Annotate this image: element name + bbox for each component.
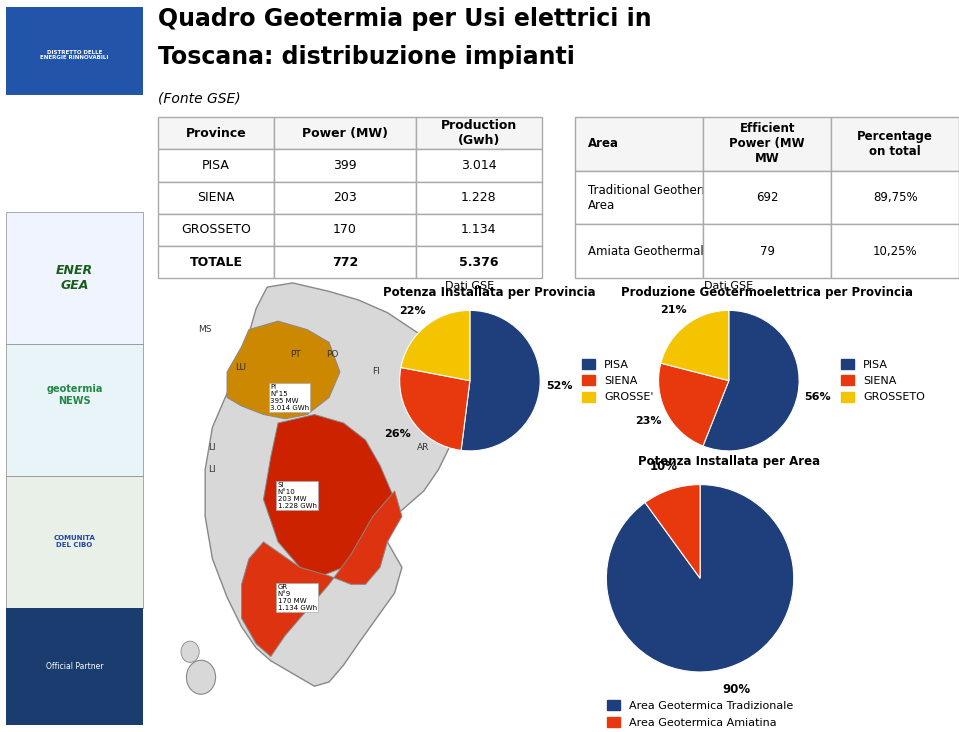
Text: 52%: 52% — [547, 381, 573, 392]
Circle shape — [186, 660, 216, 694]
Text: 56%: 56% — [804, 392, 830, 403]
FancyBboxPatch shape — [6, 476, 143, 608]
Title: Dati GSE: Dati GSE — [445, 280, 495, 291]
Text: GR
N°9
170 MW
1.134 GWh: GR N°9 170 MW 1.134 GWh — [277, 584, 316, 610]
Wedge shape — [401, 310, 470, 381]
Wedge shape — [661, 310, 729, 381]
Wedge shape — [659, 363, 729, 446]
Text: FI: FI — [372, 367, 380, 376]
Text: Toscana: distribuzione impianti: Toscana: distribuzione impianti — [158, 45, 575, 70]
Wedge shape — [461, 310, 540, 451]
Legend: PISA, SIENA, GROSSETO: PISA, SIENA, GROSSETO — [836, 354, 929, 407]
FancyBboxPatch shape — [6, 344, 143, 476]
Title: Dati GSE: Dati GSE — [704, 280, 754, 291]
Legend: Area Geotermica Tradizionale, Area Geotermica Amiatina: Area Geotermica Tradizionale, Area Geote… — [602, 696, 798, 732]
Text: PT: PT — [291, 350, 301, 359]
Text: 10%: 10% — [650, 460, 678, 474]
Text: PI
N°15
395 MW
3.014 GWh: PI N°15 395 MW 3.014 GWh — [270, 384, 310, 411]
Text: AR: AR — [417, 444, 430, 452]
Text: Produzione Geotermoelettrica per Provincia: Produzione Geotermoelettrica per Provinc… — [621, 286, 913, 299]
Text: SI
N°10
203 MW
1.228 GWh: SI N°10 203 MW 1.228 GWh — [277, 482, 316, 509]
Legend: PISA, SIENA, GROSSE': PISA, SIENA, GROSSE' — [577, 354, 658, 407]
Text: 21%: 21% — [661, 305, 687, 315]
Text: ENER
GEA: ENER GEA — [56, 264, 93, 292]
Text: 23%: 23% — [636, 417, 662, 427]
Text: COMUNITA
DEL CIBO: COMUNITA DEL CIBO — [54, 535, 95, 548]
Wedge shape — [400, 367, 470, 450]
Text: Official Partner: Official Partner — [46, 662, 103, 671]
Text: Potenza Installata per Provincia: Potenza Installata per Provincia — [383, 286, 596, 299]
Text: (Fonte GSE): (Fonte GSE) — [158, 91, 241, 105]
Text: Quadro Geotermia per Usi elettrici in: Quadro Geotermia per Usi elettrici in — [158, 7, 652, 31]
FancyBboxPatch shape — [6, 608, 143, 725]
Wedge shape — [645, 485, 700, 578]
Text: 90%: 90% — [722, 683, 750, 696]
FancyBboxPatch shape — [6, 7, 143, 95]
Text: LI: LI — [208, 444, 216, 452]
Circle shape — [181, 641, 199, 662]
Wedge shape — [703, 310, 799, 451]
Text: LU: LU — [236, 363, 246, 372]
Text: geotermia
NEWS: geotermia NEWS — [46, 384, 103, 406]
Text: Potenza Installata per Area: Potenza Installata per Area — [638, 455, 820, 468]
Text: DISTRETTO DELLE
ENERGIE RINNOVABILI: DISTRETTO DELLE ENERGIE RINNOVABILI — [40, 50, 108, 60]
FancyBboxPatch shape — [6, 212, 143, 344]
Text: MS: MS — [198, 324, 211, 334]
Text: 22%: 22% — [399, 306, 426, 316]
Text: 26%: 26% — [384, 428, 410, 438]
Text: LI: LI — [208, 465, 216, 474]
Wedge shape — [606, 485, 794, 672]
Text: PO: PO — [326, 350, 339, 359]
